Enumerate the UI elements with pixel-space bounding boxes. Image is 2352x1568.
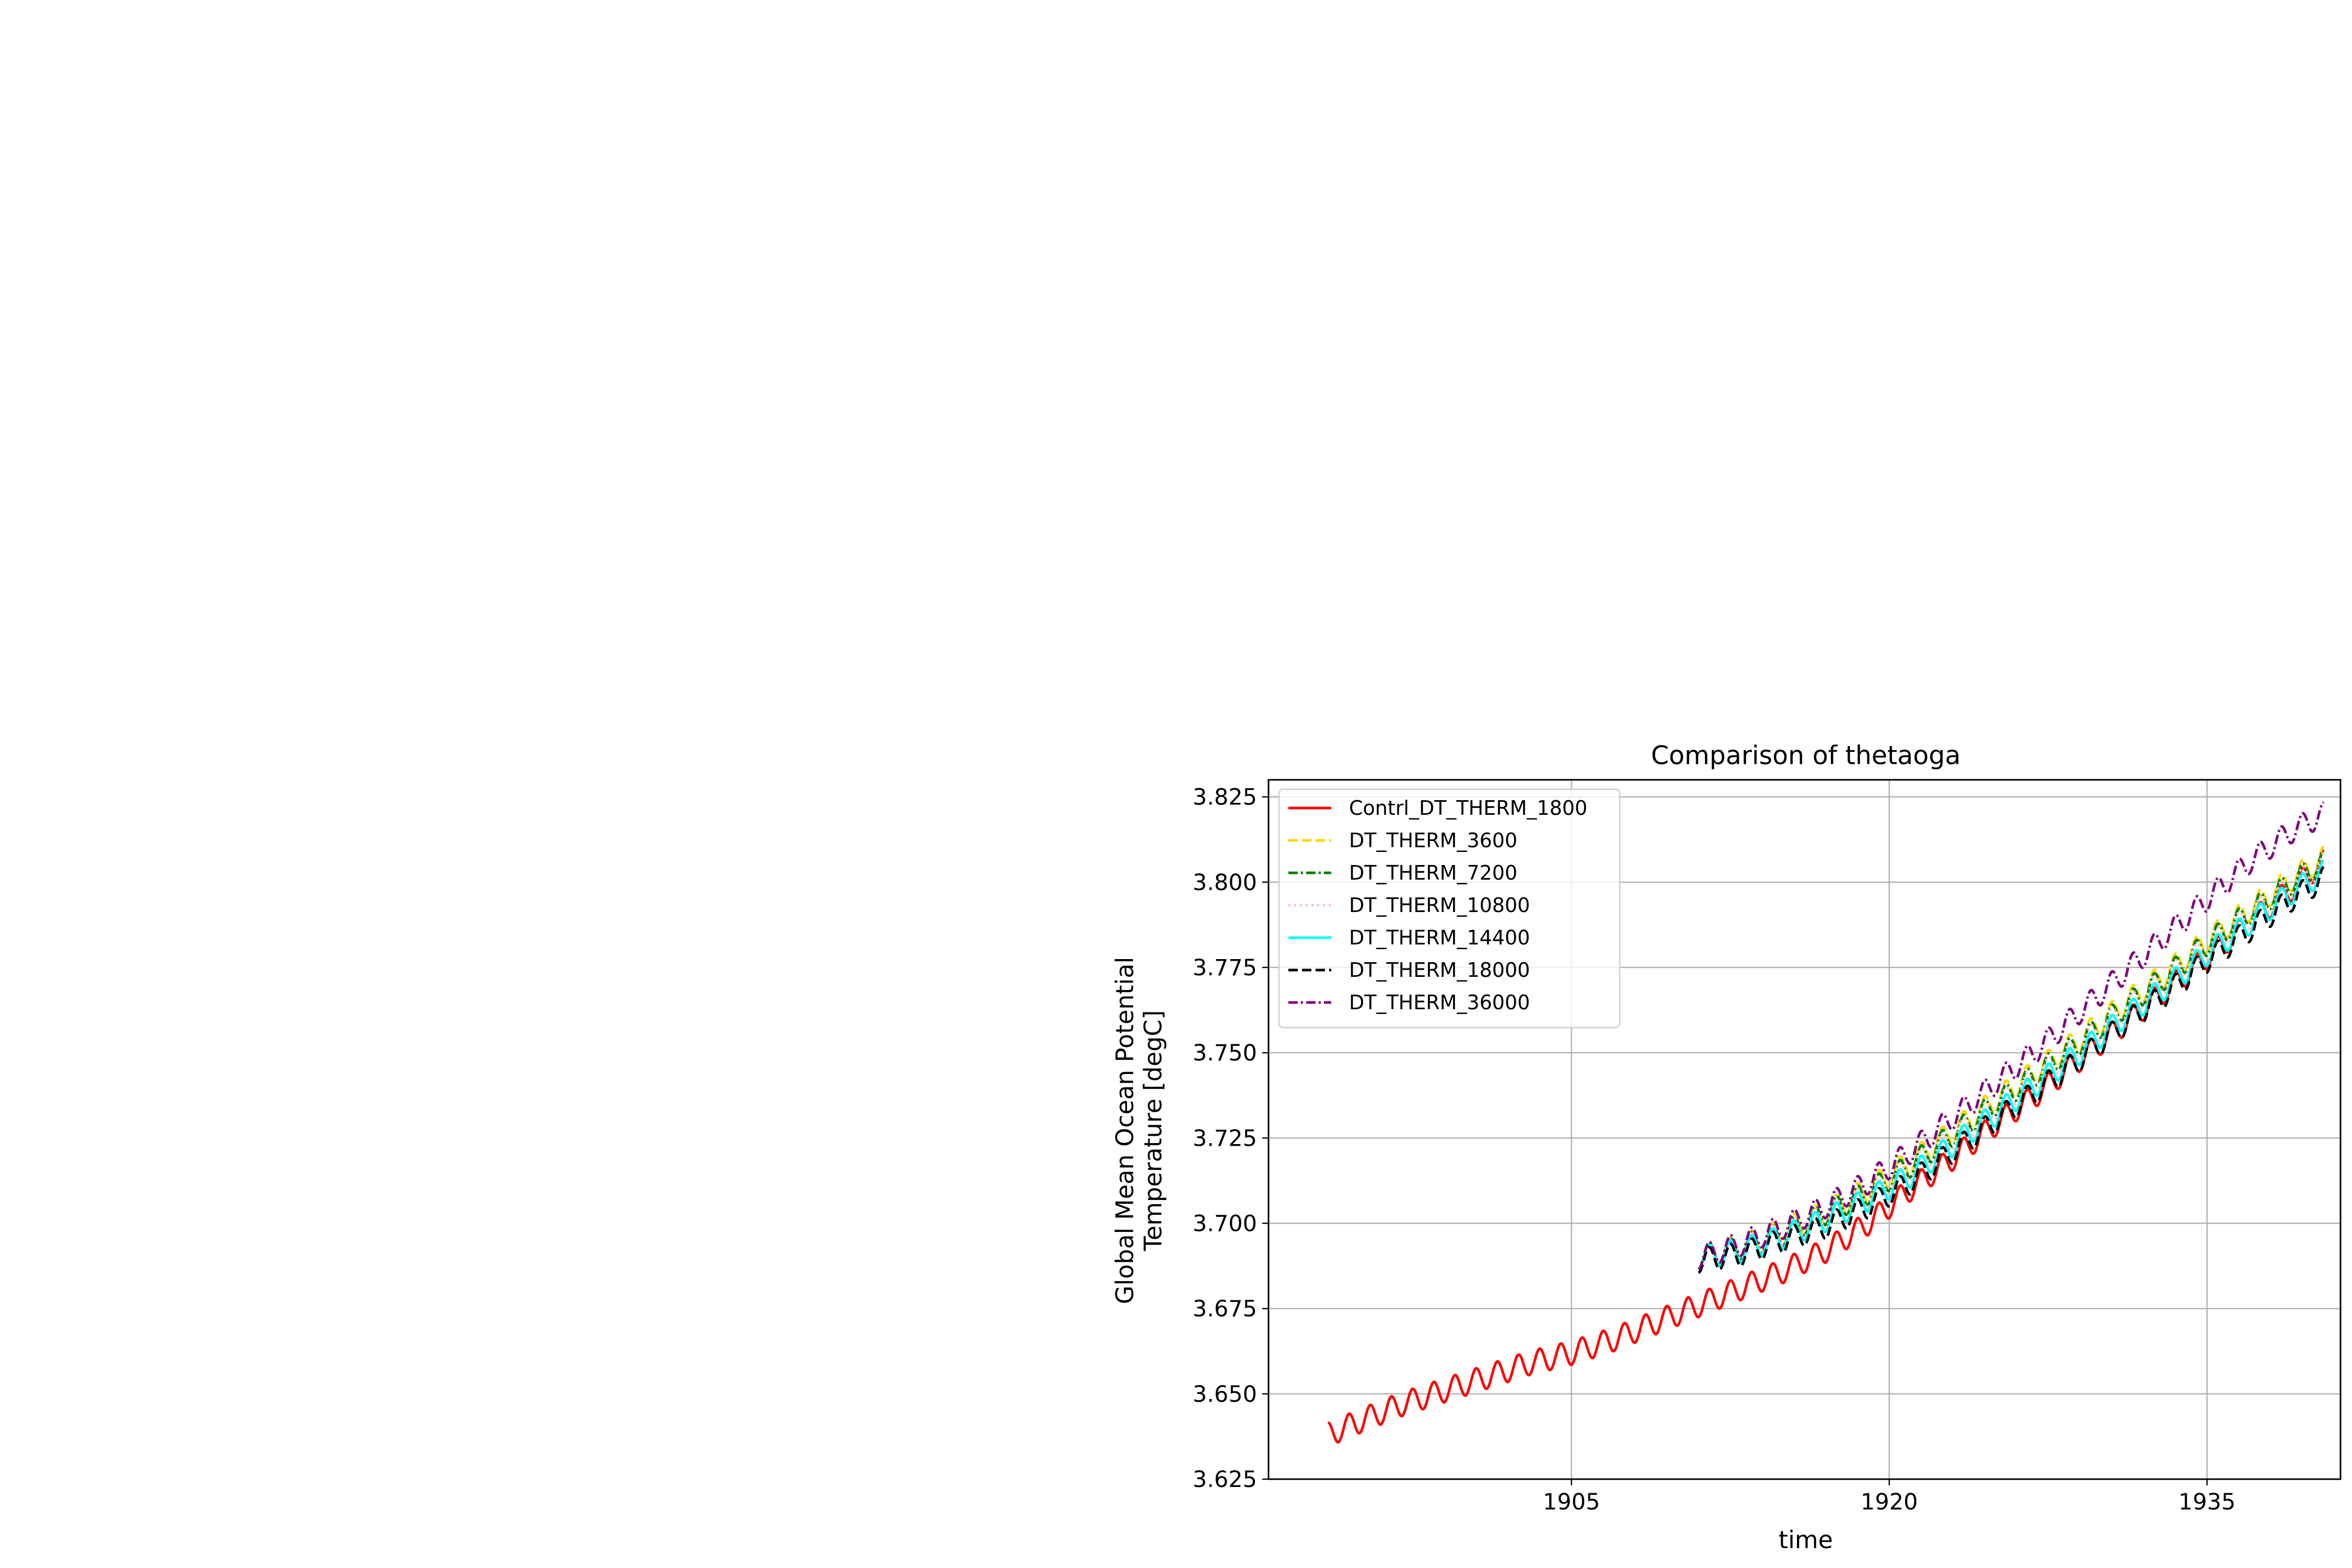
- y-axis: 3.625 3.650 3.675 3.700 3.725 3.750 3.775 3.800…: [1193, 785, 1269, 1493]
- y-tick-label: 3.800: [1193, 870, 1257, 896]
- series-line-DT_THERM_7200: [1698, 849, 2325, 1271]
- x-axis: 1905 1920 1935: [1543, 1479, 2235, 1515]
- series-line-DT_THERM_3600: [1698, 845, 2325, 1271]
- series-line-DT_THERM_36000: [1698, 801, 2325, 1271]
- y-tick-label: 3.825: [1193, 785, 1257, 811]
- series-line-DT_THERM_14400: [1698, 859, 2325, 1271]
- series-line-DT_THERM_18000: [1698, 866, 2325, 1274]
- legend: Contrl_DT_THERM_1800 DT_THERM_3600 DT_THER…: [1278, 788, 1621, 1029]
- chart-title: Comparison of thetaoga: [1651, 741, 1961, 770]
- series-line-DT_THERM_10800: [1698, 852, 2325, 1271]
- y-tick-label: 3.625: [1193, 1467, 1257, 1493]
- y-tick-label: 3.650: [1193, 1381, 1257, 1408]
- x-tick-label: 1935: [2178, 1489, 2235, 1515]
- series-line-Contrl_DT_THERM_1800: [1328, 849, 2325, 1444]
- series-lines: [1328, 801, 2325, 1444]
- y-axis-title-line1: Global Mean Ocean Potential: [1111, 957, 1139, 1305]
- x-tick-label: 1920: [1861, 1489, 1918, 1515]
- legend-label: DT_THERM_36000: [1349, 991, 1530, 1014]
- plot-frame: [1267, 779, 2342, 1480]
- y-tick-label: 3.700: [1193, 1210, 1257, 1237]
- x-axis-title: time: [1779, 1526, 1833, 1554]
- x-tick-label: 1905: [1543, 1489, 1600, 1515]
- legend-label: DT_THERM_3600: [1349, 829, 1517, 852]
- legend-box: [1278, 788, 1621, 1029]
- y-axis-title-line2: Temperature [degC]: [1139, 1010, 1167, 1252]
- legend-label: DT_THERM_10800: [1349, 894, 1530, 917]
- y-tick-label: 3.675: [1193, 1296, 1257, 1322]
- legend-label: DT_THERM_7200: [1349, 861, 1517, 884]
- legend-label: Contrl_DT_THERM_1800: [1349, 797, 1587, 820]
- y-tick-label: 3.725: [1193, 1125, 1257, 1151]
- y-tick-label: 3.775: [1193, 955, 1257, 981]
- legend-label: DT_THERM_18000: [1349, 959, 1530, 982]
- y-tick-label: 3.750: [1193, 1040, 1257, 1066]
- legend-label: DT_THERM_14400: [1349, 926, 1530, 949]
